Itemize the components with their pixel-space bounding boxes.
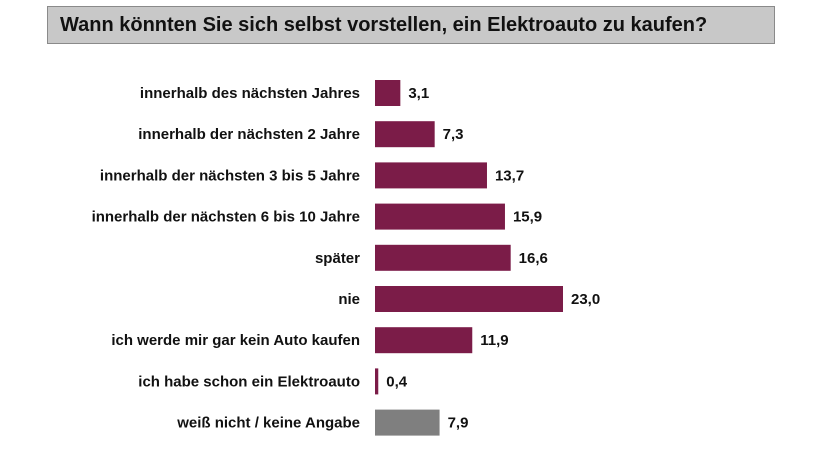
value-label: 7,9 xyxy=(448,415,469,432)
bar xyxy=(375,244,511,271)
value-label: 11,9 xyxy=(480,332,508,349)
category-label: ich habe schon ein Elektroauto xyxy=(138,373,360,390)
value-label: 0,4 xyxy=(386,373,408,390)
category-label: innerhalb der nächsten 6 bis 10 Jahre xyxy=(92,209,360,226)
category-label: nie xyxy=(338,291,360,308)
value-label: 23,0 xyxy=(571,291,600,308)
value-label: 13,7 xyxy=(495,167,524,184)
value-label: 15,9 xyxy=(513,209,542,226)
category-label: später xyxy=(315,250,360,267)
bar xyxy=(375,409,440,436)
value-label: 3,1 xyxy=(408,85,429,102)
category-label: innerhalb der nächsten 3 bis 5 Jahre xyxy=(100,167,360,184)
chart-title: Wann könnten Sie sich selbst vorstellen,… xyxy=(60,13,708,36)
bar xyxy=(375,368,379,395)
bar xyxy=(375,121,435,148)
category-label: innerhalb des nächsten Jahres xyxy=(140,85,360,102)
bar xyxy=(375,327,473,354)
bar xyxy=(375,286,563,312)
chart-title-box: Wann könnten Sie sich selbst vorstellen,… xyxy=(47,6,775,44)
bar xyxy=(375,203,505,230)
category-label: innerhalb der nächsten 2 Jahre xyxy=(138,126,360,143)
bar xyxy=(375,162,487,189)
value-label: 16,6 xyxy=(519,250,548,267)
bar xyxy=(375,80,401,106)
category-label: weiß nicht / keine Angabe xyxy=(176,415,360,432)
value-label: 7,3 xyxy=(443,126,464,143)
category-label: ich werde mir gar kein Auto kaufen xyxy=(111,332,360,349)
